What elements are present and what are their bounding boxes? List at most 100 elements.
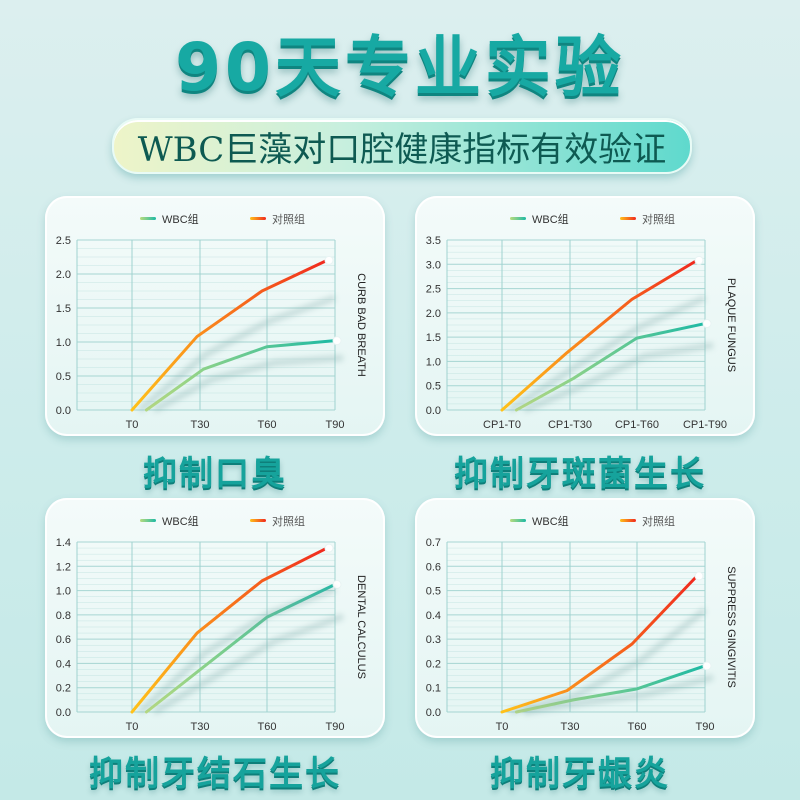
- y-tick-label: 0.5: [426, 586, 441, 598]
- x-tick-label: CP1-T90: [683, 419, 727, 431]
- control-legend-swatch: [250, 519, 266, 522]
- chart-legend: WBC组 对照组: [140, 514, 305, 528]
- y-tick-label: 0.5: [426, 381, 441, 393]
- wbc-series-line: [144, 583, 337, 714]
- x-tick-label: T90: [326, 721, 345, 733]
- legend-control: 对照组: [642, 514, 675, 528]
- legend-wbc: WBC组: [532, 212, 569, 226]
- y-tick-label: 0.3: [426, 634, 441, 646]
- subtitle-banner: WBC巨藻对口腔健康指标有效验证: [112, 118, 692, 174]
- legend-wbc: WBC组: [162, 212, 199, 226]
- side-axis-label: PLAQUE FUNGUS: [725, 278, 737, 372]
- x-tick-label: T30: [191, 419, 210, 431]
- y-tick-label: 1.2: [56, 561, 71, 573]
- chart-panel-plaque: WBC组 对照组 0.0 0.5 1.0 1.5 2.0 2.5 3.0 3.5 CP1-T0 CP1…: [415, 196, 755, 436]
- end-point-marker: [702, 319, 712, 329]
- x-tick-label: T30: [191, 721, 210, 733]
- chart-legend: WBC组 对照组: [140, 212, 305, 226]
- y-tick-label: 0.6: [56, 634, 71, 646]
- wbc-legend-swatch: [510, 519, 526, 522]
- y-tick-label: 0.2: [56, 683, 71, 695]
- chart-caption: 抑制牙龈炎: [490, 754, 670, 794]
- x-tick-label: CP1-T30: [548, 419, 592, 431]
- control-series-line: [500, 258, 699, 412]
- side-axis-label: CURB BAD BREATH: [355, 273, 367, 377]
- y-tick-label: 0.0: [56, 405, 71, 417]
- end-point-marker: [702, 661, 712, 671]
- y-tick-label: 2.5: [56, 235, 71, 247]
- legend-wbc: WBC组: [532, 514, 569, 528]
- x-tick-label: T60: [258, 419, 277, 431]
- y-tick-label: 0.4: [426, 610, 441, 622]
- y-tick-label: 0.2: [426, 658, 441, 670]
- legend-control: 对照组: [642, 212, 675, 226]
- line-chart: WBC组 对照组 0.0 0.1 0.2 0.3 0.4 0.5 0.6 0.7 T0 T30 T60 T…: [426, 514, 737, 733]
- chart-legend: WBC组 对照组: [510, 212, 675, 226]
- end-point-marker: [694, 255, 704, 265]
- y-tick-label: 3.0: [426, 259, 441, 271]
- y-tick-label: 0.1: [426, 683, 441, 695]
- control-legend-swatch: [250, 217, 266, 220]
- end-point-marker: [332, 336, 342, 346]
- y-tick-label: 0.0: [426, 405, 441, 417]
- x-tick-label: T0: [126, 419, 139, 431]
- y-tick-label: 1.4: [56, 537, 71, 549]
- y-tick-label: 1.5: [426, 332, 441, 344]
- wbc-series-line: [144, 339, 337, 412]
- y-tick-label: 0.5: [56, 371, 71, 383]
- side-axis-label: SUPPRESS GINGIVITIS: [725, 566, 737, 688]
- x-tick-label: T60: [628, 721, 647, 733]
- y-tick-label: 0.7: [426, 537, 441, 549]
- y-tick-label: 3.5: [426, 235, 441, 247]
- control-series-line: [130, 258, 329, 412]
- wbc-series-line: [514, 322, 707, 412]
- line-chart: WBC组 对照组 0.0 0.5 1.0 1.5 2.0 2.5 3.0 3.5 CP1-T0 CP1…: [426, 212, 737, 431]
- control-legend-swatch: [620, 519, 636, 522]
- y-tick-label: 1.0: [56, 586, 71, 598]
- chart-caption: 抑制牙斑菌生长: [454, 454, 706, 494]
- chart-caption: 抑制牙结石生长: [89, 754, 341, 794]
- x-tick-label: T90: [696, 721, 715, 733]
- end-point-marker: [332, 580, 342, 589]
- x-tick-label: T90: [326, 419, 345, 431]
- control-series-line: [500, 574, 699, 714]
- wbc-legend-swatch: [510, 217, 526, 220]
- line-chart: WBC组 对照组 0.0 0.5 1.0 1.5 2.0 2.5 T0 T30 T60 T90 CURB…: [56, 212, 367, 431]
- wbc-legend-swatch: [140, 519, 156, 522]
- line-chart: WBC组 对照组 0.0 0.2 0.4 0.6 0.8 1.0 1.2 1.4 T0 T30 T60 T…: [56, 514, 367, 733]
- y-tick-label: 0.8: [56, 610, 71, 622]
- y-tick-label: 0.0: [56, 707, 71, 719]
- end-point-marker: [324, 543, 334, 553]
- y-tick-label: 1.5: [56, 303, 71, 315]
- side-axis-label: DENTAL CALCULUS: [355, 575, 367, 679]
- subtitle-text: WBC巨藻对口腔健康指标有效验证: [137, 129, 667, 170]
- wbc-legend-swatch: [140, 217, 156, 220]
- chart-panel-calculus: WBC组 对照组 0.0 0.2 0.4 0.6 0.8 1.0 1.2 1.4 T0 T30 T60 T…: [45, 498, 385, 738]
- chart-panel-bad-breath: WBC组 对照组 0.0 0.5 1.0 1.5 2.0 2.5 T0 T30 T60 T90 CURB…: [45, 196, 385, 436]
- y-tick-label: 2.0: [426, 308, 441, 320]
- legend-wbc: WBC组: [162, 514, 199, 528]
- x-tick-label: T0: [496, 721, 509, 733]
- control-series-line: [130, 546, 329, 714]
- page-title: 90天专业实验: [175, 29, 625, 106]
- end-point-marker: [324, 255, 334, 265]
- chart-caption: 抑制口臭: [143, 454, 287, 494]
- y-tick-label: 1.0: [56, 337, 71, 349]
- chart-panel-gingivitis: WBC组 对照组 0.0 0.1 0.2 0.3 0.4 0.5 0.6 0.7 T0 T30 T60 T…: [415, 498, 755, 738]
- x-tick-label: CP1-T60: [615, 419, 659, 431]
- x-tick-label: T30: [561, 721, 580, 733]
- end-point-marker: [694, 571, 704, 581]
- chart-legend: WBC组 对照组: [510, 514, 675, 528]
- x-tick-label: T0: [126, 721, 139, 733]
- control-legend-swatch: [620, 217, 636, 220]
- legend-control: 对照组: [272, 212, 305, 226]
- x-tick-label: T60: [258, 721, 277, 733]
- y-tick-label: 0.0: [426, 707, 441, 719]
- y-tick-label: 1.0: [426, 356, 441, 368]
- x-tick-label: CP1-T0: [483, 419, 521, 431]
- y-tick-label: 0.4: [56, 658, 71, 670]
- y-tick-label: 0.6: [426, 561, 441, 573]
- y-tick-label: 2.0: [56, 269, 71, 281]
- y-tick-label: 2.5: [426, 284, 441, 296]
- legend-control: 对照组: [272, 514, 305, 528]
